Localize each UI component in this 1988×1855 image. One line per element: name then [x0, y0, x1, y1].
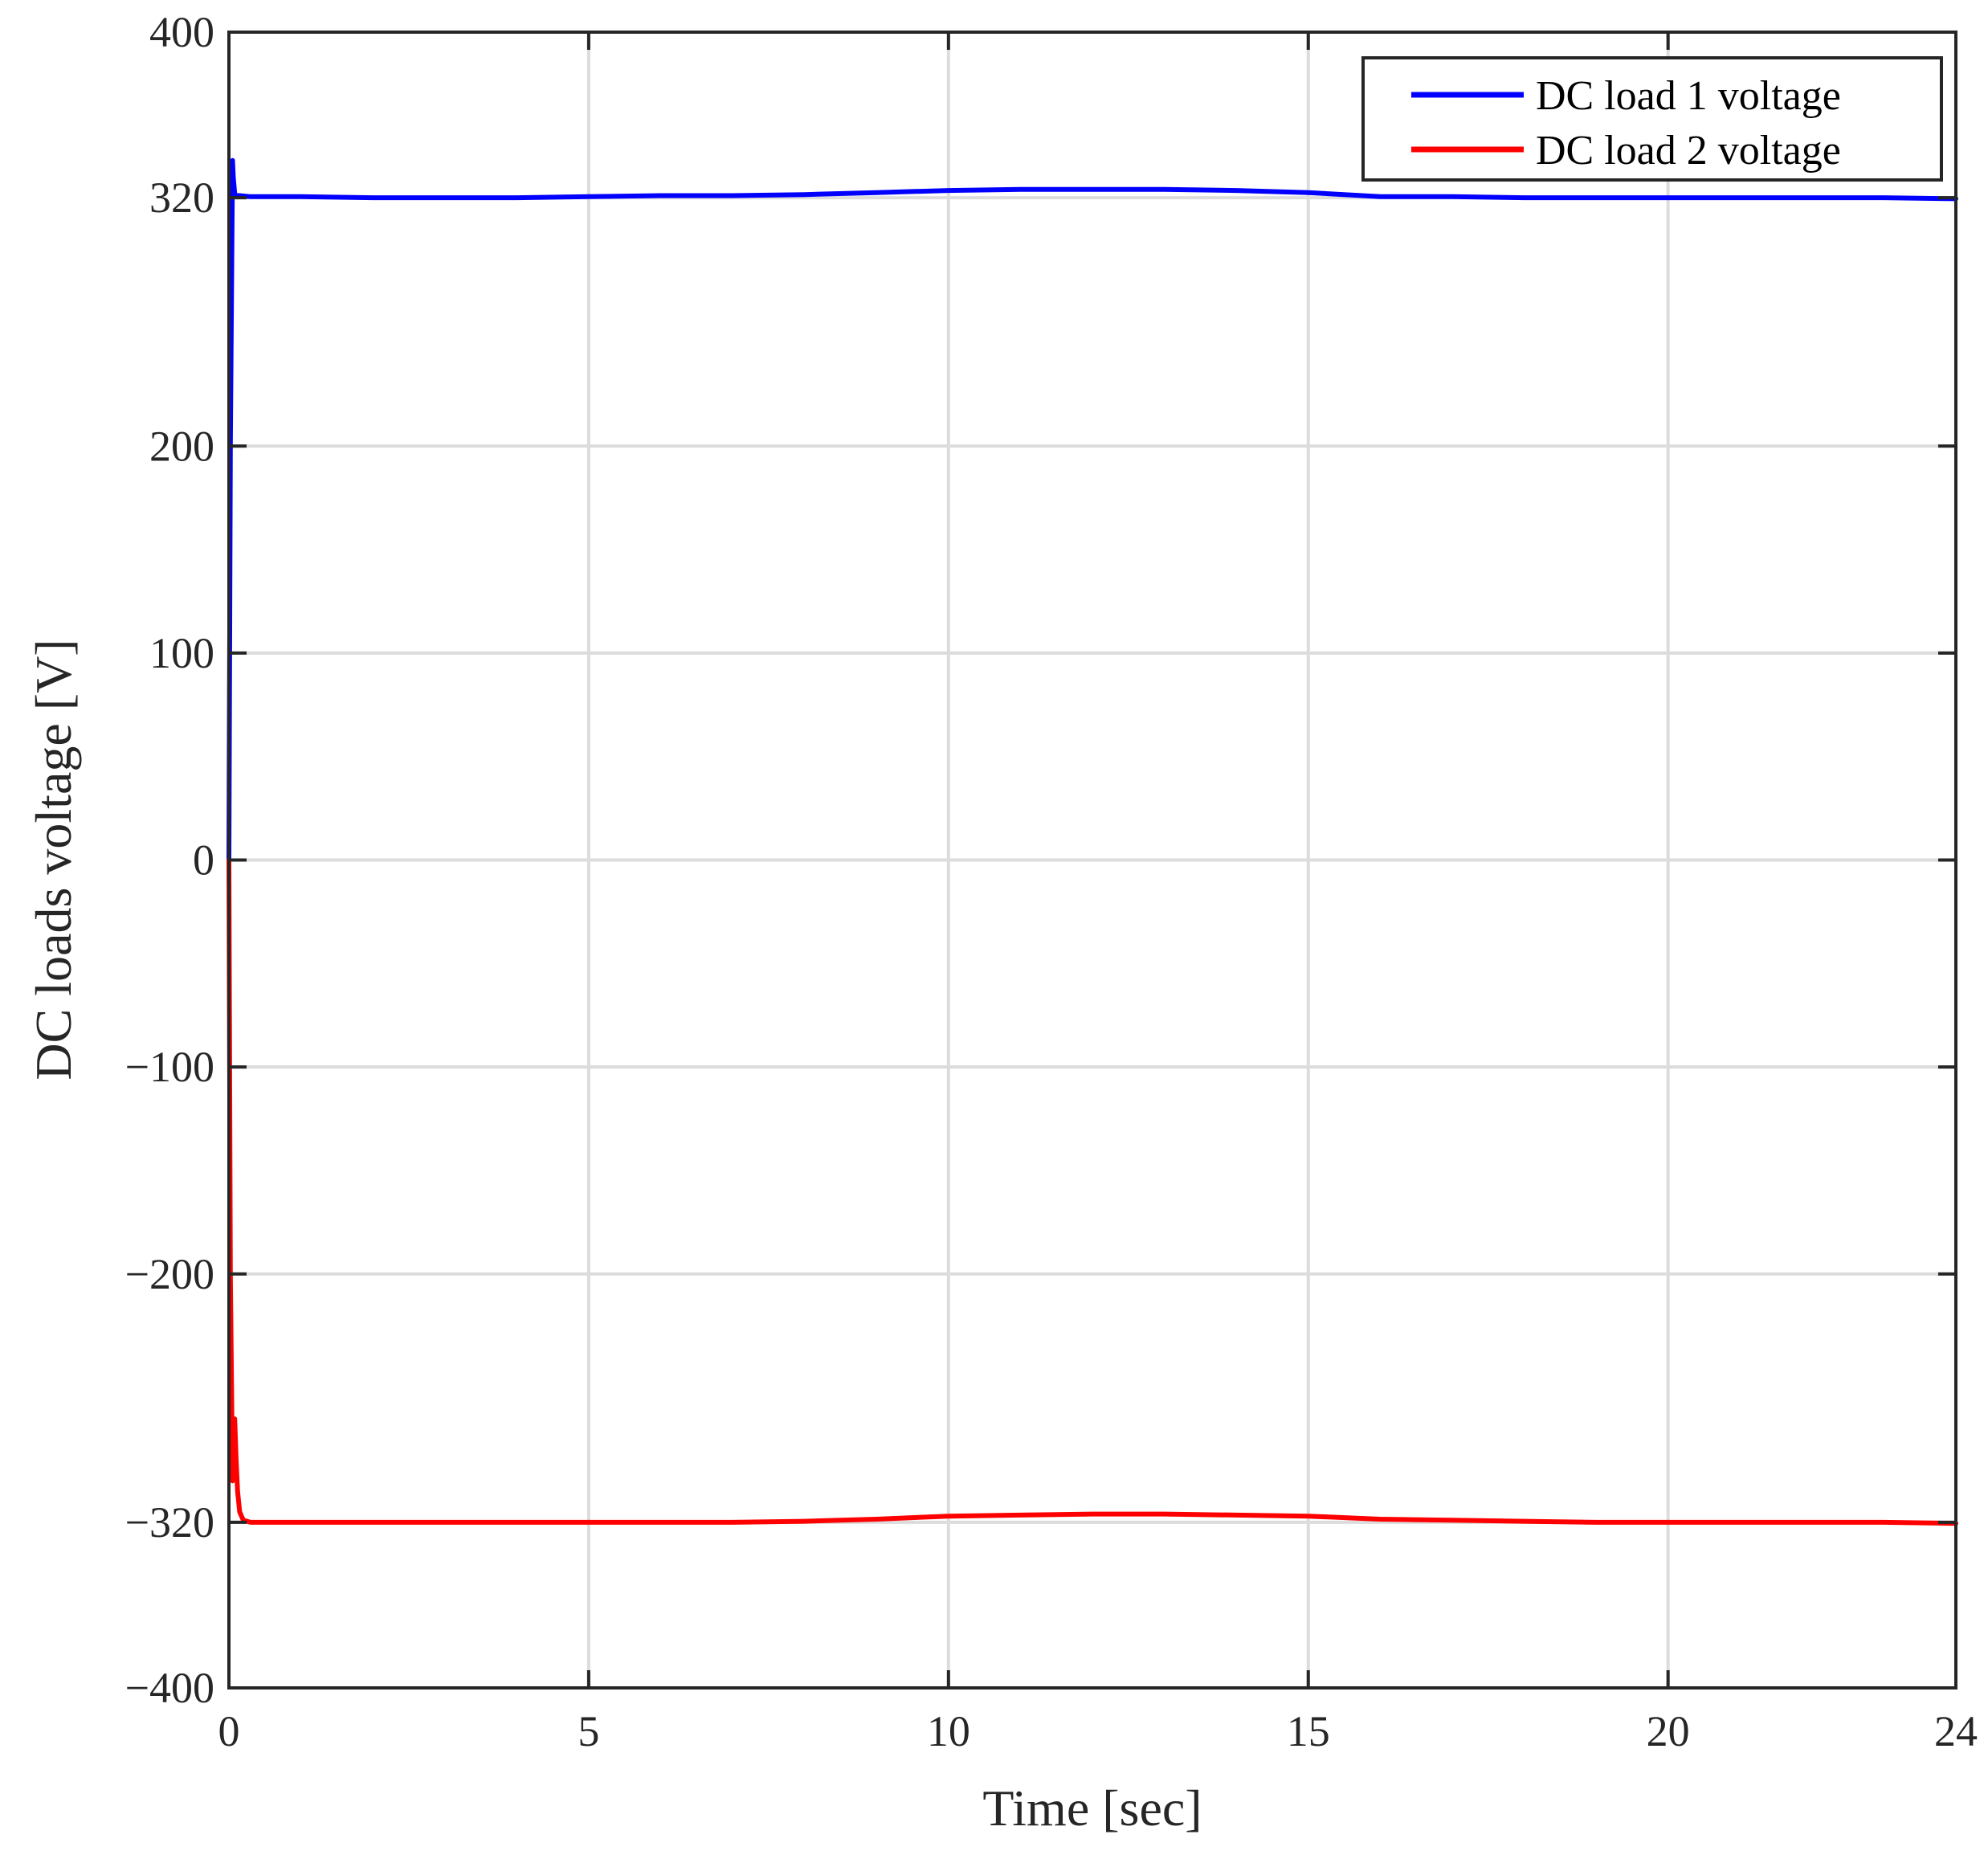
x-tick-label: 10	[927, 1707, 970, 1755]
y-tick-label: 100	[149, 629, 214, 677]
axis-ticks	[227, 31, 1957, 1690]
series-line-dc-load-1	[227, 157, 1958, 863]
y-tick-label: −400	[125, 1664, 214, 1712]
y-tick-label: 320	[149, 174, 214, 222]
x-tick-label: 20	[1647, 1707, 1690, 1755]
y-tick-label: −200	[125, 1250, 214, 1298]
y-tick-labels: 400 320 200 100 0 −100 −200 −320 −400	[125, 8, 214, 1712]
y-tick-label: 400	[149, 8, 214, 56]
x-tick-label: 24	[1934, 1707, 1978, 1755]
y-tick-label: −100	[125, 1043, 214, 1091]
x-tick-label: 5	[578, 1707, 599, 1755]
legend-box	[1361, 56, 1943, 182]
x-tick-label: 0	[218, 1707, 240, 1755]
data-series	[227, 157, 1958, 1526]
y-tick-label: 200	[149, 422, 214, 470]
legend: DC load 1 voltage DC load 2 voltage	[1361, 56, 1943, 182]
x-tick-labels: 0 5 10 15 20 24	[218, 1707, 1978, 1755]
y-tick-label: 0	[193, 836, 214, 885]
legend-label-dc-load-1: DC load 1 voltage	[1536, 73, 1841, 119]
y-tick-label: −320	[125, 1498, 214, 1547]
x-tick-label: 15	[1287, 1707, 1330, 1755]
y-axis-label: DC loads voltage [V]	[25, 639, 82, 1080]
series-line-dc-load-2	[227, 857, 1958, 1526]
legend-label-dc-load-2: DC load 2 voltage	[1536, 128, 1841, 174]
x-axis-label: Time [sec]	[982, 1779, 1202, 1837]
